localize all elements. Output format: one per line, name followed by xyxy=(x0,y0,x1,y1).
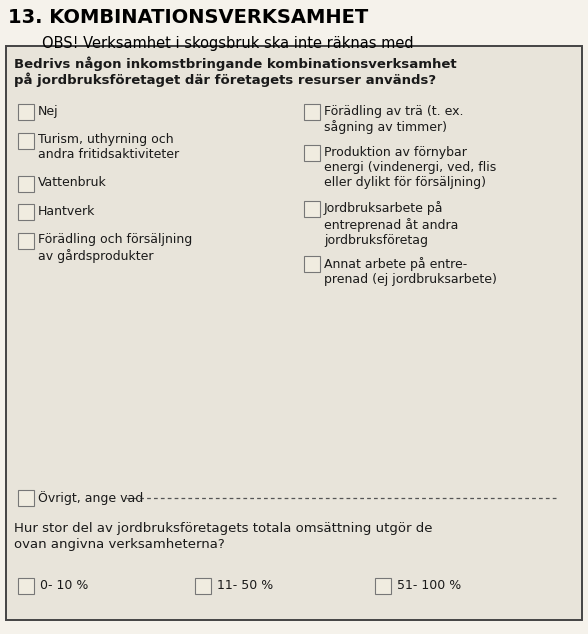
FancyBboxPatch shape xyxy=(18,578,34,594)
Text: Förädling av trä (t. ex.
sågning av timmer): Förädling av trä (t. ex. sågning av timm… xyxy=(324,105,463,134)
Text: Bedrivs någon inkomstbringande kombinationsverksamhet: Bedrivs någon inkomstbringande kombinati… xyxy=(14,56,457,70)
Text: ovan angivna verksamheterna?: ovan angivna verksamheterna? xyxy=(14,538,225,551)
FancyBboxPatch shape xyxy=(18,176,34,191)
Text: Turism, uthyrning och
andra fritidsaktiviteter: Turism, uthyrning och andra fritidsaktiv… xyxy=(38,134,179,162)
Text: Hantverk: Hantverk xyxy=(38,205,95,218)
FancyBboxPatch shape xyxy=(6,46,582,620)
FancyBboxPatch shape xyxy=(195,578,211,594)
FancyBboxPatch shape xyxy=(304,104,320,120)
Text: 51- 100 %: 51- 100 % xyxy=(397,579,461,592)
FancyBboxPatch shape xyxy=(18,233,34,249)
FancyBboxPatch shape xyxy=(18,133,34,148)
FancyBboxPatch shape xyxy=(375,578,391,594)
Text: 13. KOMBINATIONSVERKSAMHET: 13. KOMBINATIONSVERKSAMHET xyxy=(8,8,368,27)
Text: 0- 10 %: 0- 10 % xyxy=(40,579,88,592)
Text: Nej: Nej xyxy=(38,105,59,118)
Text: Hur stor del av jordbruksföretagets totala omsättning utgör de: Hur stor del av jordbruksföretagets tota… xyxy=(14,522,433,535)
Text: Jordbruksarbete på
entreprenad åt andra
jordbruksföretag: Jordbruksarbete på entreprenad åt andra … xyxy=(324,202,459,247)
Text: Produktion av förnybar
energi (vindenergi, ved, flis
eller dylikt för försäljnin: Produktion av förnybar energi (vindenerg… xyxy=(324,146,496,189)
FancyBboxPatch shape xyxy=(304,145,320,161)
Text: på jordbruksföretaget där företagets resurser används?: på jordbruksföretaget där företagets res… xyxy=(14,72,436,87)
Text: Förädling och försäljning
av gårdsprodukter: Förädling och försäljning av gårdsproduk… xyxy=(38,233,192,262)
Text: 11- 50 %: 11- 50 % xyxy=(217,579,273,592)
FancyBboxPatch shape xyxy=(18,104,34,120)
Text: Övrigt, ange vad: Övrigt, ange vad xyxy=(38,491,143,505)
FancyBboxPatch shape xyxy=(304,256,320,272)
FancyBboxPatch shape xyxy=(18,490,34,506)
FancyBboxPatch shape xyxy=(304,200,320,216)
Text: Annat arbete på entre-
prenad (ej jordbruksarbete): Annat arbete på entre- prenad (ej jordbr… xyxy=(324,257,497,286)
Text: Vattenbruk: Vattenbruk xyxy=(38,176,107,190)
Text: OBS! Verksamhet i skogsbruk ska inte räknas med: OBS! Verksamhet i skogsbruk ska inte räk… xyxy=(42,36,413,51)
FancyBboxPatch shape xyxy=(18,204,34,220)
